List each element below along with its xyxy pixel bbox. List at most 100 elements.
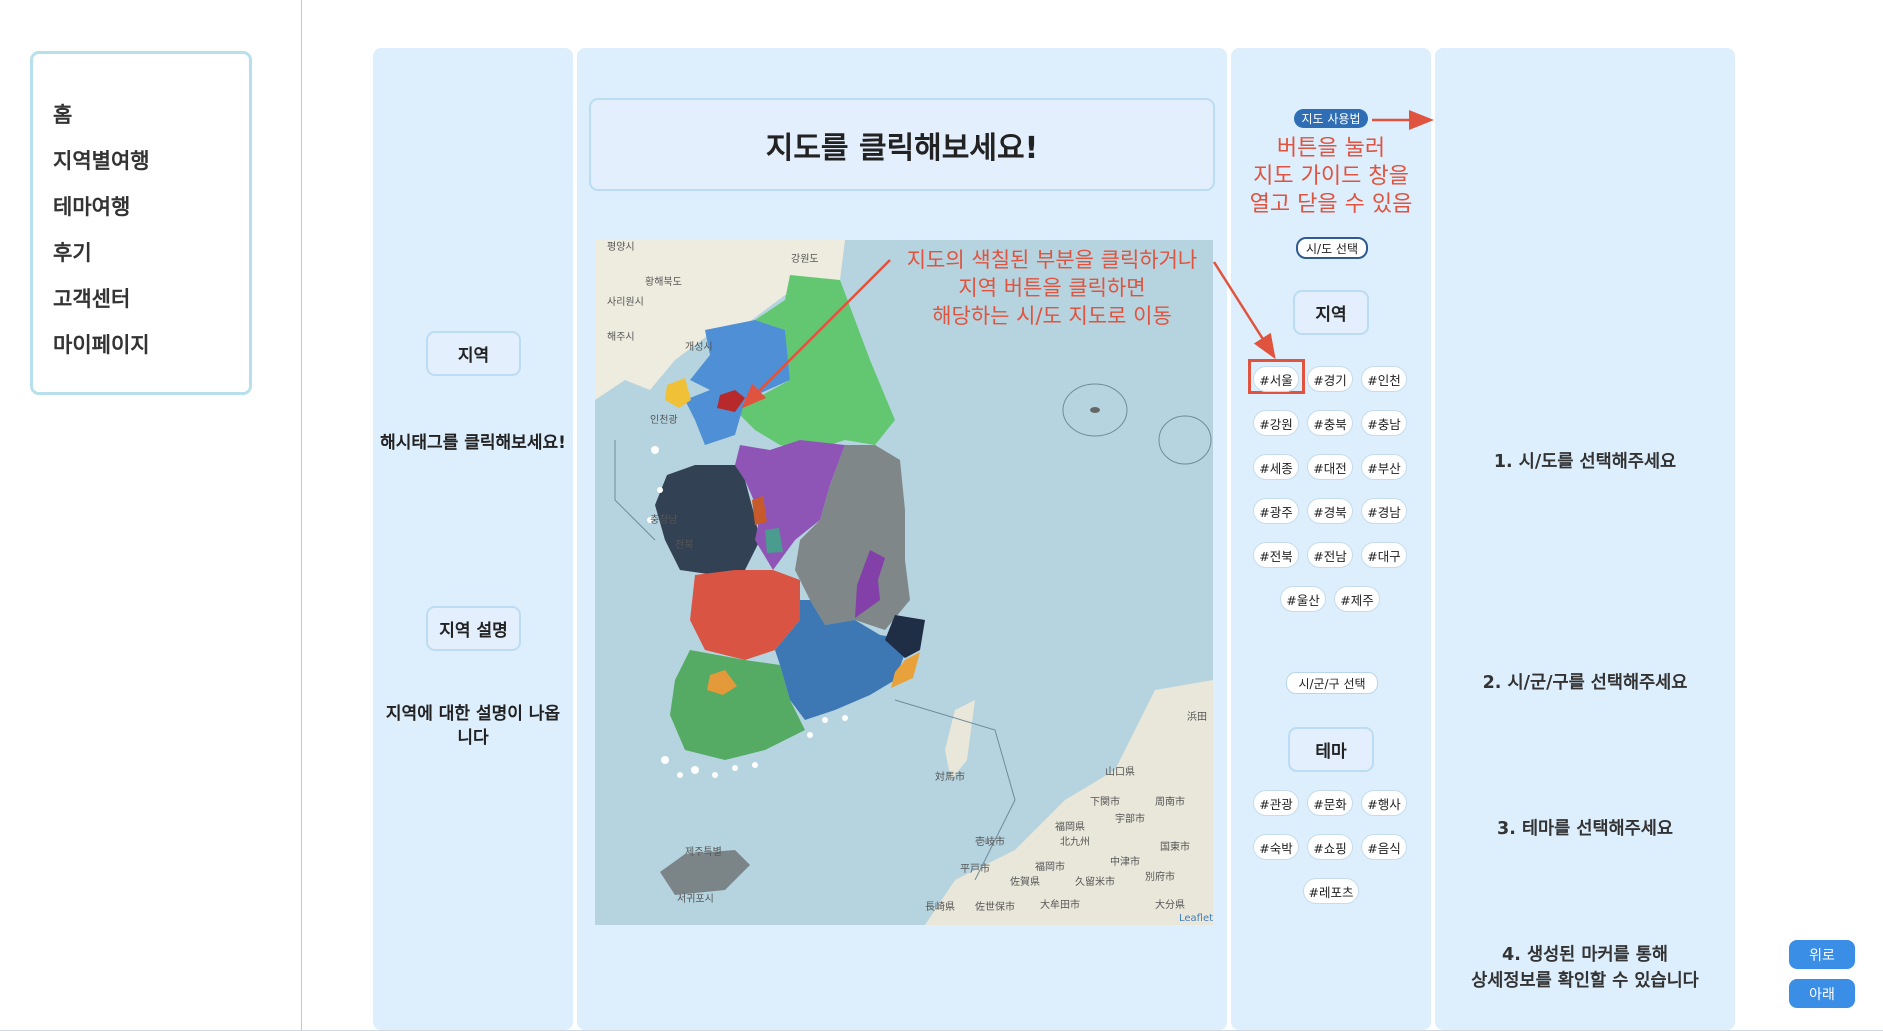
nav-item-regional-travel[interactable]: 지역별여행 <box>53 149 150 173</box>
hashtag-hint: 해시태그를 클릭해보세요! <box>380 433 566 453</box>
nav-item-reviews[interactable]: 후기 <box>53 241 92 265</box>
tag-chungbuk[interactable]: #충북 <box>1307 410 1353 436</box>
tag-jeonnam[interactable]: #전남 <box>1307 542 1353 568</box>
tag-culture[interactable]: #문화 <box>1307 790 1353 816</box>
tag-chungnam[interactable]: #충남 <box>1361 410 1407 436</box>
nav-item-home[interactable]: 홈 <box>53 103 73 127</box>
map-svg[interactable]: 평양시 강원도 황해북도 사리원시 해주시 개성시 인천광 충청남 전북 제주특… <box>595 240 1213 925</box>
region-jeonbuk[interactable] <box>690 570 800 660</box>
map-label: 対馬市 <box>935 770 965 783</box>
tag-gyeonggi[interactable]: #경기 <box>1307 366 1353 392</box>
map-label: 강원도 <box>791 253 819 265</box>
arrow-to-seoul <box>741 259 891 409</box>
region-busan[interactable] <box>891 652 920 688</box>
north-land <box>595 240 845 400</box>
tag-gangwon[interactable]: #강원 <box>1253 410 1299 436</box>
ulleung-island <box>1090 407 1100 413</box>
map-label: 中津市 <box>1110 855 1140 868</box>
tag-tourism[interactable]: #관광 <box>1253 790 1299 816</box>
scroll-down-button[interactable]: 아래 <box>1789 979 1855 1008</box>
map-labels: 평양시 강원도 황해북도 사리원시 해주시 개성시 인천광 충청남 전북 제주특… <box>607 241 1207 913</box>
tag-gyeongnam[interactable]: #경남 <box>1361 498 1407 524</box>
map-label: 佐世保市 <box>975 900 1015 913</box>
region-daegu[interactable] <box>855 550 885 618</box>
sigungu-select-badge[interactable]: 시/군/구 선택 <box>1286 672 1378 694</box>
region-sejong[interactable] <box>752 496 767 525</box>
region-seoul[interactable] <box>717 390 745 412</box>
korea-map[interactable]: 평양시 강원도 황해북도 사리원시 해주시 개성시 인천광 충청남 전북 제주특… <box>595 240 1213 925</box>
guide-annotation-line: 열고 닫을 수 있음 <box>1249 192 1413 217</box>
map-label: 사리원시 <box>607 296 644 308</box>
tag-daejeon[interactable]: #대전 <box>1307 454 1353 480</box>
region-chungbuk[interactable] <box>735 440 845 570</box>
map-label: 인천광 <box>650 414 678 426</box>
step-3-text: 3. 테마를 선택해주세요 <box>1497 819 1673 839</box>
region-gyeongnam[interactable] <box>775 600 910 720</box>
tag-gyeongbuk[interactable]: #경북 <box>1307 498 1353 524</box>
tag-daegu[interactable]: #대구 <box>1361 542 1407 568</box>
region-ulsan[interactable] <box>885 615 925 658</box>
region-incheon[interactable] <box>665 378 691 408</box>
guide-annotation-line: 지도 가이드 창을 <box>1253 164 1409 189</box>
sidebar-divider <box>301 0 302 1031</box>
tag-gwangju[interactable]: #광주 <box>1253 498 1299 524</box>
map-label: 国東市 <box>1160 840 1190 853</box>
map-label: 서귀포시 <box>677 893 714 905</box>
step-4-line: 상세정보를 확인할 수 있습니다 <box>1471 971 1699 991</box>
leaflet-attribution[interactable]: Leaflet <box>1179 913 1213 924</box>
ulleung-ring <box>1062 383 1128 437</box>
map-label: 大牟田市 <box>1040 898 1080 911</box>
map-label: 황해북도 <box>645 275 682 288</box>
map-label: 長崎県 <box>925 900 955 913</box>
sido-select-badge[interactable]: 시/도 선택 <box>1296 237 1368 259</box>
region-description-button[interactable]: 지역 설명 <box>426 606 521 651</box>
region-chungnam[interactable] <box>655 465 760 575</box>
dokdo-ring <box>1158 415 1212 465</box>
map-label: 北九州 <box>1060 836 1090 848</box>
region-gangwon[interactable] <box>735 275 895 450</box>
map-label: 久留米市 <box>1075 875 1115 888</box>
step-4-text: 4. 생성된 마커를 통해 상세정보를 확인할 수 있습니다 <box>1435 942 1735 994</box>
map-guide-button[interactable]: 지도 사용법 <box>1294 109 1368 128</box>
map-label: 平戸市 <box>960 862 990 875</box>
nav-item-mypage[interactable]: 마이페이지 <box>53 333 150 357</box>
sea-boundary <box>894 699 1016 881</box>
region-gyeongbuk[interactable] <box>795 445 910 630</box>
step-1-text: 1. 시/도를 선택해주세요 <box>1493 452 1677 472</box>
tag-shopping[interactable]: #쇼핑 <box>1307 834 1353 860</box>
tag-busan[interactable]: #부산 <box>1361 454 1407 480</box>
tag-lodging[interactable]: #숙박 <box>1253 834 1299 860</box>
tag-seoul[interactable]: #서울 <box>1253 366 1299 392</box>
region-daejeon[interactable] <box>765 528 783 553</box>
tag-jeju[interactable]: #제주 <box>1334 586 1380 612</box>
tag-sejong[interactable]: #세종 <box>1253 454 1299 480</box>
nav-item-customer-center[interactable]: 고객센터 <box>53 287 131 311</box>
map-label: 山口県 <box>1105 766 1135 778</box>
map-label: 전북 <box>675 539 693 551</box>
map-label: 佐賀県 <box>1010 876 1040 888</box>
map-label: 福岡市 <box>1035 860 1065 873</box>
theme-filter-button[interactable]: 테마 <box>1288 727 1374 772</box>
tag-incheon[interactable]: #인천 <box>1361 366 1407 392</box>
region-jeonnam[interactable] <box>670 650 805 760</box>
nav-item-theme-travel[interactable]: 테마여행 <box>53 195 131 219</box>
tag-event[interactable]: #행사 <box>1361 790 1407 816</box>
map-label: 大分県 <box>1155 898 1185 911</box>
region-button[interactable]: 지역 <box>426 331 521 376</box>
map-label: 下関市 <box>1090 795 1120 808</box>
map-annotation-line: 해당하는 시/도 지도로 이동 <box>932 304 1172 328</box>
region-info-panel <box>373 48 573 1030</box>
map-label: 福岡県 <box>1055 820 1085 833</box>
region-gwangju[interactable] <box>707 670 737 695</box>
tag-jeonbuk[interactable]: #전북 <box>1253 542 1299 568</box>
region-filter-button[interactable]: 지역 <box>1293 290 1369 335</box>
region-gyeonggi[interactable] <box>685 320 790 445</box>
scroll-up-button[interactable]: 위로 <box>1789 940 1855 969</box>
tag-food[interactable]: #음식 <box>1361 834 1407 860</box>
tag-ulsan[interactable]: #울산 <box>1280 586 1326 612</box>
region-jeju[interactable] <box>660 850 750 895</box>
tag-leports[interactable]: #레포츠 <box>1303 878 1359 904</box>
step-4-line: 4. 생성된 마커를 통해 <box>1502 945 1668 965</box>
map-label: 壱岐市 <box>975 835 1005 848</box>
